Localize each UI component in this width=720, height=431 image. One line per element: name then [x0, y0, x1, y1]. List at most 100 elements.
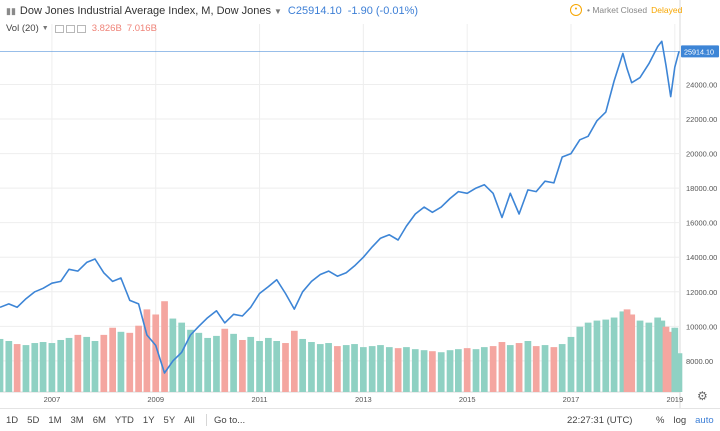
chart-header: ▮▮ Dow Jones Industrial Average Index, M…	[0, 0, 720, 24]
volume-bar	[239, 339, 246, 392]
volume-bar	[65, 337, 73, 392]
last-price-tag: 25914.10	[0, 45, 719, 58]
price-chart[interactable]: 8000.00 10000.00 12000.00 14000.00 16000.00 1…	[0, 0, 720, 408]
volume-bar	[74, 334, 82, 392]
volume-bar	[57, 339, 65, 392]
volume-bar	[143, 309, 151, 392]
volume-bar	[351, 344, 358, 392]
market-closed-label: • Market Closed	[587, 5, 648, 15]
volume-bar	[403, 347, 410, 392]
price-axis[interactable]: 8000.00 10000.00 12000.00 14000.00 16000.00 1…	[686, 80, 717, 365]
y-tick-label: 22000.00	[686, 115, 717, 124]
volume-bar	[558, 344, 566, 392]
volume-bar	[247, 336, 255, 392]
x-tick-label: 2009	[147, 395, 164, 404]
volume-bar	[654, 317, 662, 392]
log-toggle[interactable]: log	[673, 415, 687, 426]
volume-bar	[515, 343, 523, 392]
volume-bar	[22, 345, 30, 392]
range-1m[interactable]: 1M	[48, 415, 62, 426]
range-6m[interactable]: 6M	[92, 415, 106, 426]
x-tick-label: 2017	[563, 395, 580, 404]
volume-bar	[39, 342, 47, 392]
symbol-title[interactable]: Dow Jones Industrial Average Index, M, D…	[19, 5, 271, 17]
volume-bar	[230, 333, 237, 392]
range-all[interactable]: All	[184, 415, 195, 426]
close-icon[interactable]	[76, 24, 86, 33]
volume-bar	[454, 349, 462, 392]
volume-legend[interactable]: Vol (20) ▼ 3.826B 7.016B	[6, 23, 157, 34]
volume-bar	[610, 317, 618, 392]
volume-bar	[308, 342, 315, 392]
volume-bar	[273, 341, 281, 392]
volume-bar	[342, 345, 350, 392]
volume-bar	[13, 344, 21, 392]
volume-bar	[48, 343, 56, 392]
range-3m[interactable]: 3M	[70, 415, 84, 426]
volume-bar	[126, 332, 134, 392]
chart-grid	[0, 0, 681, 408]
volume-bar	[420, 350, 428, 392]
range-1y[interactable]: 1Y	[142, 415, 155, 426]
volume-bar	[675, 353, 683, 392]
y-tick-label: 8000.00	[686, 357, 713, 366]
percent-toggle[interactable]: %	[656, 415, 665, 426]
x-tick-label: 2013	[355, 395, 372, 404]
volume-bar	[334, 346, 341, 392]
bars-icon[interactable]: ▮▮	[6, 5, 16, 16]
chevron-down-icon[interactable]: ▼	[274, 6, 282, 16]
volume-ma-value: 7.016B	[126, 23, 157, 34]
y-tick-label: 12000.00	[686, 288, 717, 297]
price-series	[0, 40, 680, 374]
volume-bar	[385, 347, 393, 392]
utc-clock[interactable]: 22:27:31 (UTC)	[567, 415, 633, 426]
y-tick-label: 18000.00	[686, 184, 717, 193]
bottom-toolbar: 1D 5D 1M 3M 6M YTD 1Y 5Y All Go to... 22…	[0, 408, 720, 431]
volume-bar	[187, 329, 194, 392]
volume-bar	[394, 348, 402, 392]
range-5y[interactable]: 5Y	[163, 415, 176, 426]
chevron-down-icon[interactable]: ▼	[41, 25, 49, 32]
volume-bar	[91, 341, 99, 392]
volume-bar	[221, 328, 229, 392]
time-axis[interactable]: 2007 2009 2011 2013 2015 2017 2019	[44, 395, 684, 404]
range-ytd[interactable]: YTD	[114, 415, 134, 426]
x-tick-label: 2015	[459, 395, 476, 404]
volume-bar	[360, 347, 367, 392]
y-tick-label: 20000.00	[686, 150, 717, 159]
volume-bar	[100, 334, 108, 392]
volume-bar	[667, 331, 675, 392]
eye-icon[interactable]	[54, 24, 64, 33]
range-buttons: 1D 5D 1M 3M 6M YTD 1Y 5Y All	[6, 415, 204, 426]
volume-bar	[169, 318, 177, 392]
volume-bar	[446, 350, 454, 392]
volume-bar	[325, 343, 332, 392]
volume-bar	[299, 338, 306, 392]
volume-bar	[498, 342, 506, 392]
symbol-legend[interactable]: ▮▮ Dow Jones Industrial Average Index, M…	[6, 5, 418, 17]
market-status: • • Market Closed Delayed	[570, 4, 682, 16]
volume-bar	[628, 314, 636, 392]
goto-button[interactable]: Go to...	[214, 415, 246, 426]
auto-toggle[interactable]: auto	[695, 415, 714, 426]
volume-bar	[161, 301, 168, 392]
volume-bar	[506, 345, 514, 392]
volume-label[interactable]: Vol (20)	[6, 23, 39, 34]
x-tick-label: 2011	[251, 395, 267, 404]
settings-icon[interactable]	[65, 24, 75, 33]
volume-bar	[550, 347, 558, 392]
price-line	[0, 40, 680, 374]
volume-bars	[0, 301, 683, 392]
range-1d[interactable]: 1D	[6, 415, 19, 426]
volume-bar	[178, 322, 186, 392]
volume-bar	[532, 346, 540, 392]
last-price-badge	[681, 45, 719, 58]
volume-bar	[472, 349, 480, 392]
volume-bar	[213, 335, 220, 392]
scale-options: % log auto	[656, 415, 714, 426]
volume-bar	[5, 341, 13, 392]
volume-bar	[645, 322, 653, 392]
volume-bar	[541, 345, 549, 392]
range-5d[interactable]: 5D	[27, 415, 40, 426]
gear-icon[interactable]: ⚙	[697, 389, 708, 403]
